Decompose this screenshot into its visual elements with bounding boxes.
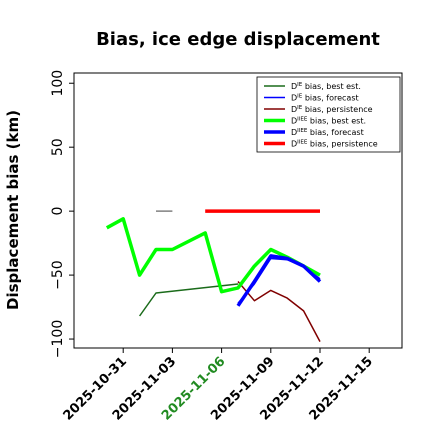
legend-label: DIE bias, forecast	[291, 94, 359, 103]
legend-label: DIIEE bias, persistence	[291, 140, 378, 149]
legend-box	[256, 76, 401, 153]
plot-frame	[73, 72, 403, 349]
series-line-2	[237, 281, 321, 342]
y-tick-label: −100	[50, 320, 66, 358]
legend-label: DIIEE bias, forecast	[291, 128, 364, 137]
y-tick-label: −50	[50, 260, 66, 290]
y-tick-label: 100	[50, 70, 66, 97]
legend-label: DIE bias, best est.	[291, 82, 361, 91]
legend: DIE bias, best est. DIE bias, forecast DIE…	[256, 76, 401, 153]
legend-label: DIIEE bias, best est.	[291, 117, 366, 126]
y-axis-label: Displacement bias (km)	[4, 110, 22, 310]
legend-label: DIE bias, persistence	[291, 105, 373, 114]
y-tick-label: 0	[50, 207, 66, 216]
chart-title: Bias, ice edge displacement	[96, 29, 380, 50]
series-line-0	[138, 283, 239, 317]
y-axis: −100 −50 0 50 100	[50, 70, 74, 358]
x-axis: 2025-10-312025-11-032025-11-062025-11-09…	[61, 348, 376, 424]
series-line-4	[236, 254, 322, 307]
series-line-3	[105, 217, 321, 294]
series-layer	[105, 209, 322, 342]
y-tick-label: 50	[50, 138, 66, 156]
